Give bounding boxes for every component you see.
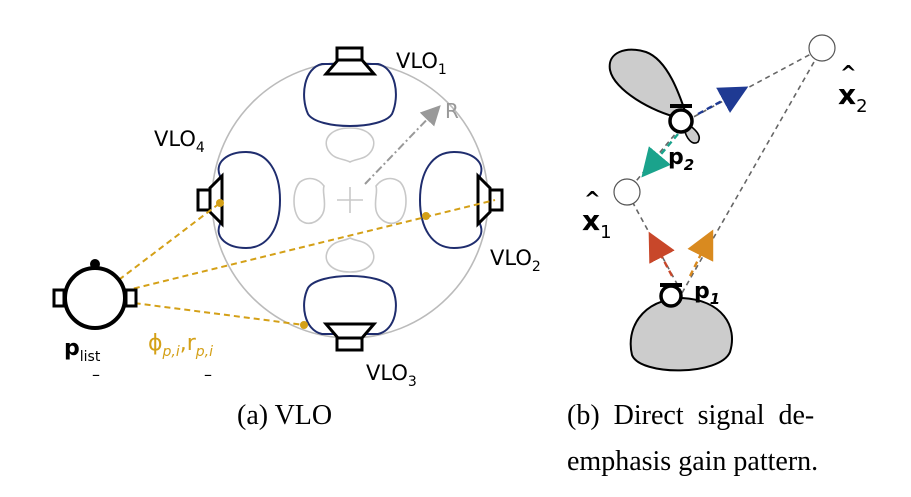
arrow-p1-to-x1 (648, 231, 675, 277)
vlo1-label: VLO1 (396, 49, 447, 78)
dash-2: – (204, 365, 212, 384)
vlo1-speaker (303, 46, 397, 127)
panel-a: R VLO1 VLO3 VLO4 VLO2 (52, 46, 541, 431)
ray-point-vlo4 (216, 199, 224, 207)
p1-gain-pattern (629, 296, 733, 372)
x1-target (613, 178, 641, 206)
vlo4-label: VLO4 (154, 127, 205, 156)
center-pattern (293, 127, 407, 273)
radius-label: R (445, 99, 459, 123)
p2-head (668, 104, 694, 134)
p-list-label: plist (64, 336, 101, 365)
caption-a: (a) VLO (237, 400, 332, 431)
caption-b-line2: emphasis gain pattern. (567, 446, 818, 477)
panel-b: x2 ^ x1 ^ p2 p1 (b) Direct signal de- em… (567, 34, 868, 477)
arrow-p2-to-x1 (641, 133, 679, 178)
arrow-p2-to-x2 (697, 86, 749, 116)
p2-gain-pattern (608, 48, 688, 120)
dash-1: – (92, 365, 100, 384)
caption-b-line1: (b) Direct signal de- (567, 400, 814, 431)
vlo3-speaker (303, 275, 397, 352)
listener-head (52, 259, 138, 330)
arrow-p1-to-x2 (687, 229, 714, 277)
radius-arrow (364, 105, 441, 185)
vlo2-speaker (418, 150, 504, 250)
p2-label: p2 (668, 145, 694, 174)
phi-r-label: ϕp,i,rp,i (148, 331, 213, 360)
p1-label: p1 (694, 279, 720, 308)
vlo3-label: VLO3 (366, 361, 417, 390)
x1-hat: ^ (584, 187, 601, 211)
x2-label: x2 (838, 78, 868, 117)
ray-point-vlo3 (300, 321, 308, 329)
ray-point-vlo2 (422, 212, 430, 220)
x1-label: x1 (582, 204, 612, 243)
x2-hat: ^ (840, 61, 857, 85)
x2-target (808, 34, 836, 62)
vlo4-speaker (196, 150, 282, 250)
vlo2-label: VLO2 (490, 246, 541, 275)
p1-head (659, 283, 683, 308)
listener-rays (94, 199, 496, 326)
